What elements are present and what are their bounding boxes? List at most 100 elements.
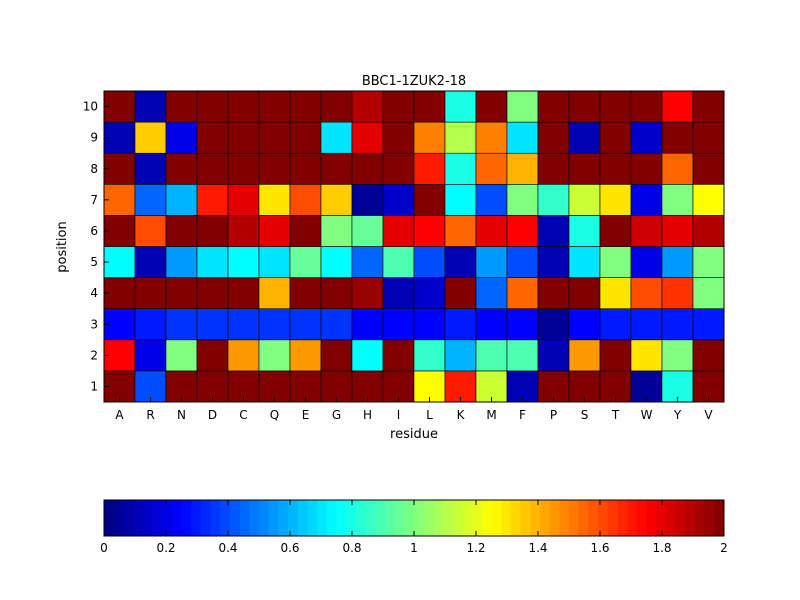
heatmap-cell-W-1 <box>630 370 663 403</box>
heatmap-cell-M-7 <box>475 184 508 216</box>
colorbar-tick-label: 1 <box>410 541 418 555</box>
colorbar-band <box>268 500 279 536</box>
heatmap-cell-M-10 <box>475 90 508 123</box>
heatmap-cell-W-9 <box>630 121 663 154</box>
colorbar-band <box>239 500 250 536</box>
heatmap-cell-N-5 <box>165 246 198 278</box>
heatmap-cell-H-4 <box>351 277 384 310</box>
colorbar-tick-label: 0.8 <box>342 541 361 555</box>
heatmap-cell-E-6 <box>289 215 322 247</box>
colorbar-band <box>113 500 124 536</box>
x-tick-label: M <box>486 408 496 422</box>
heatmap-cell-I-1 <box>382 370 415 403</box>
heatmap-cell-K-4 <box>444 277 477 310</box>
heatmap-cell-P-6 <box>537 215 570 247</box>
heatmap-cell-E-4 <box>289 277 322 310</box>
heatmap-cell-F-6 <box>506 215 539 247</box>
x-tick-label: D <box>208 408 217 422</box>
x-tick-label: E <box>302 408 310 422</box>
colorbar-band <box>365 500 376 536</box>
heatmap-cell-H-5 <box>351 246 384 278</box>
colorbar-band <box>510 500 521 536</box>
colorbar-band <box>181 500 192 536</box>
heatmap-cell-Q-3 <box>258 308 291 341</box>
heatmap-cell-N-10 <box>165 90 198 123</box>
x-tick-label: H <box>363 408 372 422</box>
colorbar-band <box>588 500 599 536</box>
heatmap-cell-E-3 <box>289 308 322 341</box>
heatmap-cell-Y-3 <box>661 308 694 341</box>
heatmap-cell-G-4 <box>320 277 353 310</box>
colorbar-band <box>704 500 715 536</box>
colorbar-band <box>617 500 628 536</box>
heatmap-cell-K-8 <box>444 152 477 185</box>
colorbar-tick-label: 1.4 <box>528 541 547 555</box>
heatmap-cell-D-9 <box>196 121 229 154</box>
colorbar-ticks: 0 0.2 0.4 0.6 0.8 1 1.2 1.4 1.6 1.8 2 <box>100 500 728 555</box>
heatmap-cell-G-3 <box>320 308 353 341</box>
heatmap-cell-N-3 <box>165 308 198 341</box>
heatmap-cell-E-10 <box>289 90 322 123</box>
colorbar-band <box>278 500 289 536</box>
colorbar-band <box>229 500 241 536</box>
x-tick-label: Q <box>270 408 279 422</box>
heatmap-cell-F-4 <box>506 277 539 310</box>
colorbar-tick-label: 2 <box>720 541 728 555</box>
colorbar-tick-label: 1.6 <box>590 541 609 555</box>
heatmap-cell-Y-1 <box>661 370 694 403</box>
heatmap-cell-Y-7 <box>661 184 694 216</box>
heatmap-cell-C-6 <box>227 215 260 247</box>
heatmap-cell-T-3 <box>599 308 632 341</box>
colorbar-band <box>375 500 386 536</box>
heatmap-cell-L-2 <box>413 339 446 372</box>
colorbar-band <box>665 500 676 536</box>
heatmap-cell-G-10 <box>320 90 353 123</box>
y-tick-label: 3 <box>90 317 98 331</box>
x-axis-label: residue <box>390 427 438 442</box>
colorbar-tick-label: 1.8 <box>652 541 671 555</box>
heatmap-cell-C-8 <box>227 152 260 185</box>
heatmap-cell-K-10 <box>444 90 477 123</box>
x-tick-label: N <box>177 408 186 422</box>
x-tick-label: L <box>426 408 433 422</box>
colorbar-band <box>414 500 425 536</box>
colorbar-tick-label: 0.2 <box>156 541 175 555</box>
heatmap-cell-W-5 <box>630 246 663 278</box>
heatmap-cell-T-1 <box>599 370 632 403</box>
heatmap-cell-V-4 <box>692 277 725 310</box>
heatmap-cell-A-8 <box>103 152 136 185</box>
heatmap-cell-Y-9 <box>661 121 694 154</box>
heatmap-cell-R-2 <box>134 339 167 372</box>
colorbar-band <box>549 500 560 536</box>
colorbar-band <box>714 500 725 536</box>
heatmap-cell-L-8 <box>413 152 446 185</box>
heatmap-cell-A-10 <box>103 90 136 123</box>
heatmap-cell-F-3 <box>506 308 539 341</box>
colorbar-tick-label: 0.6 <box>280 541 299 555</box>
heatmap-cell-I-9 <box>382 121 415 154</box>
heatmap-cell-F-10 <box>506 90 539 123</box>
colorbar-band <box>481 500 492 536</box>
heatmap-cell-D-4 <box>196 277 229 310</box>
heatmap-cell-T-10 <box>599 90 632 123</box>
colorbar-band <box>578 500 589 536</box>
heatmap-cell-S-9 <box>568 121 601 154</box>
heatmap-cell-H-2 <box>351 339 384 372</box>
heatmap-cell-G-2 <box>320 339 353 372</box>
heatmap-cell-A-1 <box>103 370 136 403</box>
colorbar-band <box>423 500 434 536</box>
colorbar-tick-label: 1.2 <box>466 541 485 555</box>
y-axis-label: position <box>55 221 70 273</box>
heatmap-cell-A-4 <box>103 277 136 310</box>
heatmap-cell-M-9 <box>475 121 508 154</box>
heatmap-cell-Q-1 <box>258 370 291 403</box>
x-tick-label: V <box>704 408 713 422</box>
heatmap-cell-V-9 <box>692 121 725 154</box>
colorbar-band <box>152 500 163 536</box>
heatmap-cell-V-2 <box>692 339 725 372</box>
heatmap-cell-A-2 <box>103 339 136 372</box>
x-tick-label: F <box>519 408 526 422</box>
colorbar-band <box>559 500 570 536</box>
